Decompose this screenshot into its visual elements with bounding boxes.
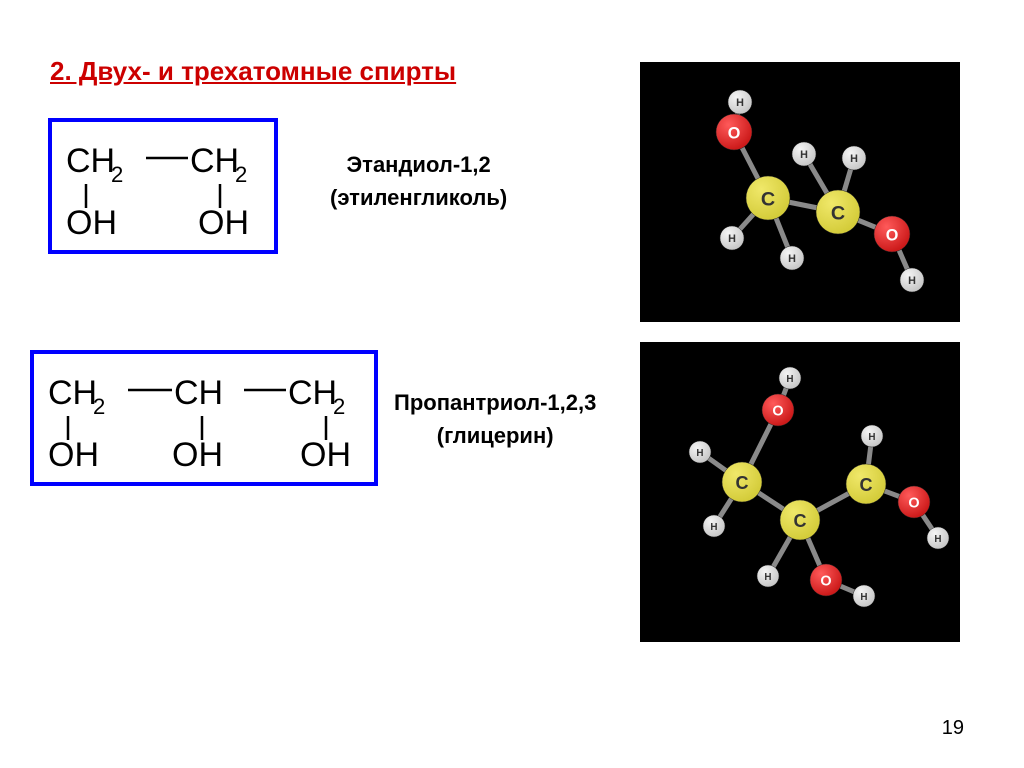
formula-box-ethanediol: CH2CH2OHOH: [48, 118, 278, 254]
svg-text:CH: CH: [288, 374, 337, 412]
svg-text:H: H: [868, 432, 875, 443]
section-title: 2. Двух- и трехатомные спирты: [50, 56, 456, 87]
svg-text:C: C: [761, 189, 775, 211]
formula-box-propanetriol: CH2CHCH2OHOHOH: [30, 350, 378, 486]
slide-root: { "title": { "text": "2. Двух- и трехато…: [0, 0, 1024, 768]
svg-text:OH: OH: [48, 436, 99, 474]
svg-text:OH: OH: [172, 436, 223, 474]
svg-text:2: 2: [235, 162, 247, 187]
label-line: Пропантриол-1,2,3: [394, 386, 596, 419]
svg-text:H: H: [710, 522, 717, 533]
label-line: Этандиол-1,2: [330, 148, 507, 181]
svg-text:OH: OH: [198, 204, 249, 242]
svg-text:H: H: [728, 233, 736, 245]
svg-text:H: H: [788, 253, 796, 265]
page-number: 19: [942, 717, 964, 740]
svg-text:H: H: [764, 572, 771, 583]
svg-text:H: H: [850, 153, 858, 165]
molecule-svg-propanetriol: C C C O O O H H H H H H H: [640, 342, 960, 642]
formula-svg-ethanediol: CH2CH2OHOH: [52, 122, 282, 258]
svg-text:CH: CH: [48, 374, 97, 412]
svg-text:OH: OH: [66, 204, 117, 242]
label-ethanediol: Этандиол-1,2 (этиленгликоль): [330, 148, 507, 214]
svg-text:CH: CH: [66, 142, 115, 180]
svg-text:C: C: [831, 203, 845, 225]
svg-text:CH: CH: [174, 374, 223, 412]
svg-text:2: 2: [333, 394, 345, 419]
svg-text:H: H: [696, 448, 703, 459]
svg-text:OH: OH: [300, 436, 351, 474]
svg-text:C: C: [860, 475, 873, 495]
svg-text:O: O: [886, 226, 899, 244]
molecule-svg-ethanediol: C C O O H H H H H H: [640, 62, 960, 322]
molecule-panel-ethanediol: C C O O H H H H H H: [640, 62, 960, 322]
svg-text:O: O: [728, 124, 741, 142]
label-line: (этиленгликоль): [330, 181, 507, 214]
molecule-panel-propanetriol: C C C O O O H H H H H H H: [640, 342, 960, 642]
svg-text:H: H: [934, 534, 941, 545]
label-propanetriol: Пропантриол-1,2,3 (глицерин): [394, 386, 596, 452]
svg-text:C: C: [794, 511, 807, 531]
svg-text:2: 2: [93, 394, 105, 419]
svg-text:H: H: [860, 592, 867, 603]
svg-text:C: C: [736, 473, 749, 493]
svg-text:CH: CH: [190, 142, 239, 180]
label-line: (глицерин): [394, 419, 596, 452]
formula-svg-propanetriol: CH2CHCH2OHOHOH: [34, 354, 382, 490]
svg-text:2: 2: [111, 162, 123, 187]
svg-text:H: H: [786, 374, 793, 385]
svg-text:H: H: [908, 275, 916, 287]
svg-text:O: O: [820, 574, 831, 590]
svg-text:O: O: [772, 404, 783, 420]
svg-text:H: H: [736, 97, 744, 109]
svg-text:H: H: [800, 149, 808, 161]
svg-text:O: O: [908, 496, 919, 512]
